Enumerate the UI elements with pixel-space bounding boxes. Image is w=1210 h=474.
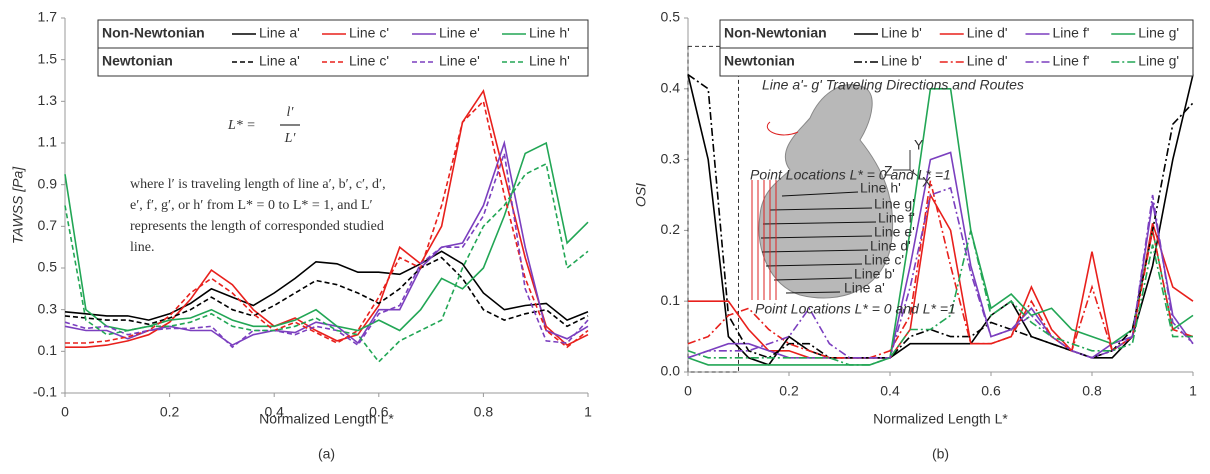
y-tick-label: 0.1 [661,292,681,308]
x-tick-label: 0.6 [369,404,389,420]
inset-line-label: Line d' [870,238,911,254]
inset-line-label: Line g' [874,196,915,212]
inset-line-label: Line h' [860,180,901,196]
inset-line-label: Line a' [844,280,885,296]
x-axis-label: Normalized Length L* [259,411,394,427]
formula-lhs: L* = [227,118,256,133]
series-line [688,192,1194,359]
y-tick-label: 0.7 [38,217,58,233]
legend-label: Line b' [881,25,922,41]
series-line [687,151,1194,359]
x-tick-label: 0.8 [1082,383,1102,399]
y-tick-label: 0.5 [661,9,681,25]
x-tick-label: 1 [1189,383,1197,399]
direction-arrow [767,121,799,136]
series-line [64,162,589,364]
inset-line-label: Line e' [874,224,915,240]
series-line [687,186,1194,359]
note-line: e′, f′, g′, or h′ from L* = 0 to L* = 1,… [130,198,373,213]
series-line [64,250,589,322]
note-line: where l′ is traveling length of line a′,… [130,177,386,192]
inset-point-label: Point Locations L* = 0 and L* =1 [755,301,956,317]
x-tick-label: 0.4 [264,404,284,420]
series-line [65,88,589,348]
y-tick-label: 0.3 [661,150,681,166]
series-line [64,256,589,328]
y-tick-label: 1.7 [38,9,58,25]
formula-den: L′ [284,131,297,146]
legend-label: Line h' [529,53,570,69]
series-line [687,180,1194,359]
y-tick-label: 0.2 [661,221,681,237]
legend-group-label: Newtonian [102,53,173,69]
legend-label: Line f' [1053,53,1090,69]
series-line [65,99,589,349]
legend-label: Line g' [1138,53,1179,69]
y-tick-label: 0.4 [661,80,681,96]
x-tick-label: 0 [61,404,69,420]
inset-axis-label: Z [884,163,893,179]
panel-label: (b) [932,446,949,462]
note-line: line. [130,240,155,255]
series-line [687,230,1193,366]
series-line [64,153,589,349]
y-tick-label: 0.0 [661,363,681,379]
legend-label: Line g' [1138,25,1179,41]
inset-geometry [751,84,921,300]
route-lines [760,191,877,294]
legend-label: Line f' [1053,25,1090,41]
x-tick-label: 0.2 [160,404,180,420]
y-tick-label: 1.3 [38,92,58,108]
legend-label: Line d' [967,53,1008,69]
legend-label: Line h' [529,25,570,41]
x-tick-label: 0.4 [880,383,900,399]
point-arrows [751,180,777,300]
series-line [687,74,1194,366]
inset-line-label: Line c' [864,252,904,268]
y-tick-label: 0.3 [38,300,58,316]
legend-label: Line e' [439,25,480,41]
y-axis-label: TAWSS [Pa] [10,166,26,244]
legend-label: Line a' [259,53,300,69]
y-axis-label: OSI [633,183,649,207]
legend-group-label: Non-Newtonian [102,25,205,41]
inset-line-label: Line f' [878,210,915,226]
y-tick-label: -0.1 [33,384,57,400]
legend-label: Line c' [349,25,389,41]
panel-label: (a) [318,446,335,462]
y-tick-label: 1.1 [38,134,58,150]
formula-num: l′ [287,105,295,120]
x-tick-label: 0 [684,383,692,399]
inset-point-label: Point Locations L* = 0 and L* =1 [750,167,951,183]
y-tick-label: 1.5 [38,50,58,66]
x-tick-label: 1 [584,404,592,420]
legend-group-label: Newtonian [724,53,795,69]
inset-axis-label: X [922,174,932,190]
aneurysm-shape [758,84,894,299]
series-line [64,141,589,332]
x-tick-label: 0.6 [981,383,1001,399]
x-axis-label: Normalized Length L* [873,411,1008,427]
y-tick-label: 0.1 [38,342,58,358]
legend-label: Line c' [349,53,389,69]
legend-group-label: Non-Newtonian [724,25,827,41]
inset-line-label: Line b' [854,266,895,282]
highlight-box [687,45,739,373]
legend-label: Line b' [881,53,922,69]
y-tick-label: 0.5 [38,259,58,275]
x-tick-label: 0.2 [779,383,799,399]
legend-label: Line d' [967,25,1008,41]
note-line: represents the length of corresponded st… [130,219,384,234]
y-tick-label: 0.9 [38,175,58,191]
legend-label: Line a' [259,25,300,41]
inset-axis-label: Y [914,137,924,153]
inset-title: Line a'- g' Traveling Directions and Rou… [762,77,1024,93]
legend-label: Line e' [439,53,480,69]
x-tick-label: 0.8 [474,404,494,420]
